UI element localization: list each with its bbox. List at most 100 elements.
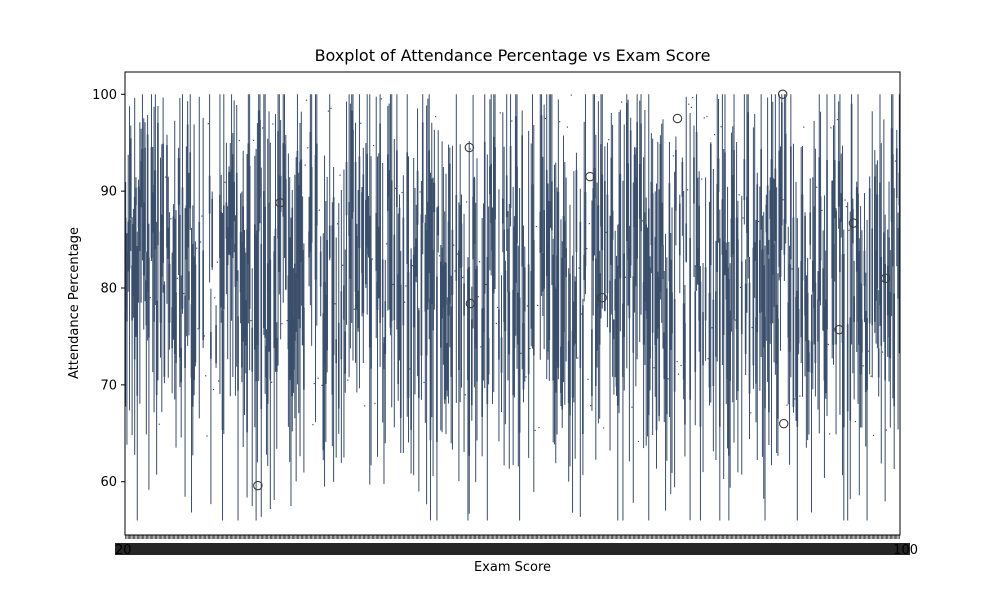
box-iqr [441, 247, 443, 319]
box-iqr [141, 149, 144, 204]
box-iqr [331, 225, 334, 395]
box-iqr [248, 165, 251, 309]
box-iqr [895, 148, 898, 199]
box-iqr [129, 138, 132, 219]
box-iqr [362, 174, 365, 314]
box-iqr [849, 317, 852, 421]
box-iqr [301, 249, 304, 346]
box-iqr [396, 150, 398, 208]
box-iqr [137, 186, 140, 228]
outlier-point [464, 142, 475, 153]
box-iqr [508, 291, 511, 355]
box-iqr [222, 205, 225, 310]
box-iqr [560, 346, 562, 393]
box-iqr [685, 223, 688, 262]
box-iqr [356, 236, 358, 310]
box-iqr [593, 168, 596, 199]
box-iqr [609, 280, 611, 333]
box-iqr [737, 239, 739, 392]
box-iqr [678, 203, 681, 256]
box-iqr [708, 292, 711, 388]
box-iqr [153, 184, 155, 322]
box-iqr [835, 210, 837, 345]
box-iqr [613, 319, 615, 340]
box-iqr [509, 145, 512, 208]
box-iqr [348, 202, 350, 237]
box-iqr [233, 181, 235, 222]
box-iqr [695, 132, 698, 267]
box-iqr [842, 253, 845, 428]
outlier-point [778, 418, 789, 429]
box-iqr [610, 157, 613, 265]
box-iqr [255, 234, 257, 382]
box-iqr [542, 252, 544, 292]
box-iqr [388, 170, 390, 198]
box-iqr [167, 227, 170, 259]
box-iqr [523, 267, 526, 312]
box-iqr [349, 219, 352, 279]
box-iqr [777, 318, 779, 419]
box-iqr [787, 302, 790, 338]
box-iqr [784, 133, 787, 224]
box-iqr [636, 122, 638, 259]
box-iqr [813, 206, 815, 309]
box-iqr [601, 174, 604, 251]
box-iqr [852, 208, 854, 244]
box-iqr [806, 292, 809, 372]
box-iqr [646, 289, 649, 320]
box-iqr [775, 304, 778, 365]
box-iqr [615, 288, 618, 387]
outlier-point [834, 324, 844, 335]
box-iqr [225, 202, 228, 239]
box-iqr [407, 272, 410, 398]
box-iqr [211, 198, 214, 268]
box-iqr [514, 116, 517, 283]
box-iqr [863, 250, 866, 286]
box-iqr [194, 264, 197, 363]
box-iqr [747, 112, 750, 258]
box-iqr [545, 170, 548, 276]
box-iqr [140, 160, 142, 208]
box-iqr [428, 150, 431, 274]
box-iqr [549, 201, 552, 228]
box-iqr [668, 183, 671, 282]
y-tick-label: 90 [100, 185, 117, 200]
box-iqr [376, 282, 379, 310]
box-iqr [582, 305, 584, 435]
box-iqr [704, 267, 707, 321]
box-iqr [744, 283, 747, 354]
box-iqr [154, 170, 157, 250]
box-iqr [498, 309, 500, 360]
box-iqr [886, 265, 889, 316]
box-iqr [664, 348, 667, 379]
box-iqr [184, 295, 186, 368]
box-iqr [446, 343, 449, 391]
box-iqr [733, 149, 735, 320]
box-iqr [859, 283, 862, 375]
box-iqr [383, 343, 385, 370]
box-iqr [340, 291, 343, 360]
box-iqr [177, 157, 180, 205]
box-iqr [638, 164, 641, 219]
box-iqr [642, 282, 645, 345]
box-iqr [877, 348, 880, 378]
box-iqr [368, 215, 371, 348]
box-iqr [702, 312, 704, 366]
box-iqr [131, 265, 133, 321]
box-iqr [771, 177, 774, 275]
box-iqr [694, 291, 697, 372]
box-iqr [880, 257, 883, 346]
box-iqr [897, 227, 899, 299]
box-iqr [718, 238, 721, 427]
box-iqr [804, 216, 806, 316]
box-iqr [893, 293, 896, 407]
outliers-layer [253, 89, 891, 491]
box-iqr [666, 288, 668, 415]
box-iqr [658, 276, 660, 416]
box-iqr [472, 196, 474, 260]
box-iqr [740, 261, 743, 335]
box-iqr [598, 273, 601, 345]
box-iqr [439, 261, 442, 348]
box-iqr [633, 154, 636, 228]
box-iqr [265, 345, 268, 378]
